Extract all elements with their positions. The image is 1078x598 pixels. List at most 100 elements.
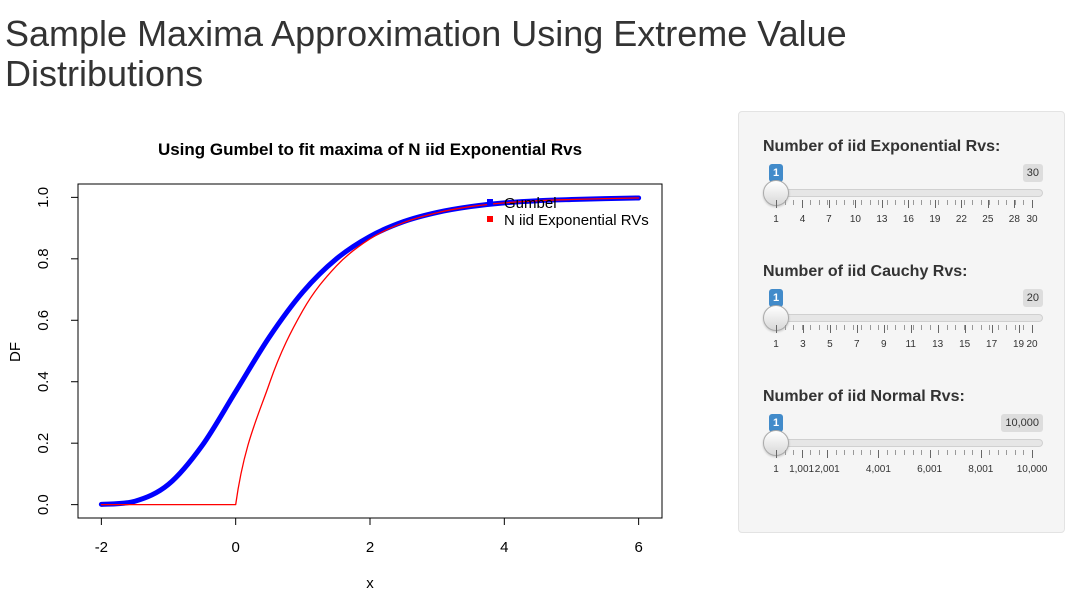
exponential-slider-max-badge: 30	[1022, 164, 1043, 182]
slider-tick	[895, 200, 897, 205]
slider-tick	[895, 450, 897, 455]
slider-tick-label: 4,001	[865, 464, 891, 475]
slider-tick	[784, 450, 786, 455]
slider-tick	[921, 325, 923, 330]
slider-tick	[912, 325, 914, 330]
slider-tick-label: 10	[849, 214, 861, 225]
slider-tick	[793, 450, 795, 455]
slider-tick	[844, 450, 846, 455]
slider-tick-label: 28	[1008, 214, 1020, 225]
series-line-gumbel	[98, 195, 642, 507]
cauchy-slider-tick-labels: 1 3 5 7 9 11 13 15 17 19 20	[773, 339, 1037, 353]
slider-tick	[835, 450, 837, 455]
slider-tick	[904, 200, 905, 205]
series-lines	[98, 195, 642, 507]
x-axis-label: x	[366, 575, 374, 592]
slider-major-tick	[801, 450, 803, 458]
page-title: Sample Maxima Approximation Using Extrem…	[5, 13, 847, 94]
slider-tick	[861, 325, 863, 330]
normal-slider-tick-labels: 1 1,001 2,001 4,001 6,001 8,001 10,000	[773, 464, 1047, 478]
slider-tick	[869, 200, 871, 205]
slider-tick-label: 25	[982, 214, 994, 225]
slider-major-tick	[856, 325, 858, 333]
slider-major-tick	[929, 450, 931, 458]
normal-slider-max-badge: 10,000	[1001, 414, 1043, 432]
exponential-slider-label: Number of iid Exponential Rvs:	[763, 138, 1001, 155]
slider-tick-label: 1	[773, 464, 779, 475]
slider-major-tick	[776, 325, 777, 333]
x-tick-label: 4	[500, 539, 508, 556]
slider-tick-label: 11	[905, 339, 916, 350]
slider-major-tick	[828, 200, 830, 208]
exponential-slider-track[interactable]	[771, 189, 1043, 197]
normal-slider-label: Number of iid Normal Rvs:	[763, 388, 965, 405]
legend-swatch	[487, 199, 493, 205]
slider-tick	[818, 325, 820, 330]
slider-tick-label: 4	[799, 214, 806, 225]
slider-tick	[972, 325, 974, 330]
slider-tick	[989, 450, 991, 455]
slider-tick	[963, 450, 965, 455]
y-tick-label: 1.0	[35, 187, 52, 208]
legend-label: N iid Exponential RVs	[504, 212, 649, 229]
legend-swatch	[487, 216, 493, 222]
slider-tick	[1023, 450, 1025, 455]
slider-tick-label: 15	[959, 339, 971, 350]
slider-tick	[1023, 200, 1025, 205]
normal-slider-ticks	[776, 450, 1033, 464]
slider-major-tick	[829, 325, 831, 333]
exponential-slider-tick-labels: 1 4 7 10 13 16 19 22 25 28 30	[773, 214, 1037, 228]
slider-tick	[835, 325, 837, 330]
slider-tick	[810, 200, 812, 205]
slider-major-tick	[934, 200, 936, 208]
slider-tick	[938, 200, 940, 205]
slider-tick	[1006, 325, 1008, 330]
exponential-slider-value-badge: 1	[769, 164, 784, 182]
slider-tick	[963, 325, 965, 330]
slider-tick	[878, 325, 880, 330]
slider-tick	[989, 200, 991, 205]
slider-tick-label: 20	[1026, 339, 1038, 350]
slider-tick	[801, 325, 803, 330]
x-tick-label: 6	[634, 539, 642, 556]
cauchy-slider-label: Number of iid Cauchy Rvs:	[763, 263, 968, 280]
slider-tick-label: 13	[876, 214, 888, 225]
slider-major-tick	[1032, 200, 1033, 208]
slider-tick	[818, 450, 820, 455]
normal-slider-group: Number of iid Normal Rvs: 1 10,000 1 1,00…	[763, 388, 1047, 498]
slider-tick	[793, 200, 795, 205]
slider-tick-label: 5	[827, 339, 833, 350]
slider-tick	[904, 450, 905, 455]
slider-tick	[1014, 450, 1016, 455]
slider-major-tick	[964, 325, 966, 333]
slider-major-tick	[908, 200, 910, 208]
slider-major-tick	[1032, 325, 1033, 333]
slider-major-tick	[881, 200, 883, 208]
slider-tick-label: 16	[902, 214, 914, 225]
slider-tick	[861, 450, 863, 455]
slider-tick	[886, 200, 888, 205]
slider-tick	[810, 450, 812, 455]
slider-tick	[955, 200, 957, 205]
slider-tick-label: 8,001	[968, 464, 994, 475]
normal-slider-track[interactable]	[771, 439, 1043, 447]
series-line-exponential	[100, 197, 640, 506]
slider-major-tick	[910, 325, 912, 333]
slider-tick	[997, 450, 999, 455]
slider-tick	[878, 200, 880, 205]
slider-tick	[784, 325, 786, 330]
slider-tick	[989, 325, 991, 330]
slider-tick	[921, 200, 923, 205]
cauchy-slider-value-badge: 1	[769, 289, 784, 307]
x-tick-label: 0	[232, 539, 240, 556]
slider-tick	[844, 200, 846, 205]
cauchy-slider-track[interactable]	[771, 314, 1043, 322]
slider-tick-label: 1,001	[789, 464, 815, 475]
slider-tick	[784, 200, 786, 205]
y-tick-label: 0.8	[35, 248, 52, 269]
slider-major-tick	[883, 325, 885, 333]
slider-major-tick	[802, 200, 804, 208]
slider-tick	[946, 450, 948, 455]
